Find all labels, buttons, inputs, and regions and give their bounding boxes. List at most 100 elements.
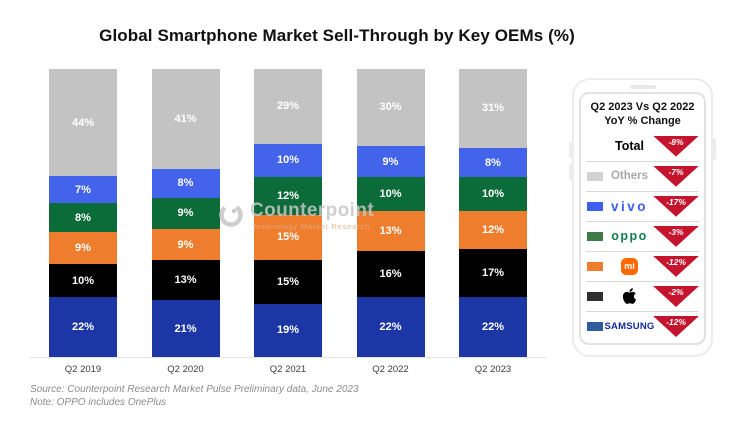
bar-segment-apple: 16%	[356, 250, 425, 298]
bar-segment-vivo: 8%	[151, 168, 220, 198]
stacked-bar: 22% 17% 12% 10% 8% 31%	[459, 69, 527, 357]
bar-segment-apple: 13%	[151, 260, 220, 301]
phone-volume-button	[569, 164, 572, 180]
yoy-decline-triangle-icon: -8%	[653, 135, 699, 157]
yoy-value-xiaomi: -12%	[666, 256, 686, 267]
bar-segment-vivo: 9%	[356, 145, 425, 178]
yoy-decline-triangle-icon: -7%	[653, 165, 699, 187]
yoy-value-others: -7%	[668, 166, 684, 177]
legend-header-line1: Q2 2023 Vs Q2 2022	[590, 101, 695, 113]
bar-segment-value: 9%	[177, 207, 194, 220]
stacked-bar: 19% 15% 15% 12% 10% 29%	[254, 68, 322, 357]
yoy-decline-triangle-icon: -3%	[653, 225, 699, 247]
bar-segment-samsung: 22%	[49, 297, 117, 357]
legend-row-others: Others -7%	[586, 160, 699, 191]
bar-segment-value: 12%	[276, 190, 300, 203]
legend-label-others: Others	[610, 170, 649, 183]
yoy-value-vivo: -17%	[666, 196, 686, 207]
bar-segment-value: 13%	[379, 224, 402, 237]
legend-row-total: Total -8%	[586, 132, 699, 161]
oppo-note: Note: OPPO includes OnePlus	[30, 397, 167, 408]
bar-segment-oppo: 10%	[356, 177, 425, 211]
bar-segment-others: 31%	[459, 69, 527, 148]
bar-segment-value: 9%	[75, 242, 91, 255]
bar-segment-vivo: 10%	[254, 143, 322, 178]
bar-segment-others: 29%	[254, 68, 322, 144]
phone-speaker	[629, 85, 656, 89]
bar-segment-value: 22%	[481, 321, 505, 334]
bar-segment-value: 21%	[174, 322, 197, 335]
bar-segment-vivo: 8%	[459, 147, 527, 178]
yoy-decline-triangle-icon: -12%	[653, 316, 699, 337]
bar-segment-value: 8%	[75, 211, 91, 224]
bar-column: 22% 17% 12% 10% 8% 31% Q2 2023	[459, 69, 527, 375]
xiaomi-color-swatch	[587, 261, 603, 271]
bar-segment-xiaomi: 15%	[254, 215, 322, 260]
yoy-legend-inner-panel: Q2 2023 Vs Q2 2022 YoY % Change Total -8…	[579, 92, 706, 345]
source-note: Source: Counterpoint Research Market Pul…	[30, 384, 359, 395]
stacked-bar: 21% 13% 9% 9% 8% 41%	[151, 69, 220, 357]
apple-logo-icon	[622, 287, 637, 305]
x-axis-label: Q2 2021	[269, 364, 307, 375]
bar-segment-samsung: 19%	[254, 303, 322, 357]
bar-column: 21% 13% 9% 9% 8% 41% Q2 2020	[151, 69, 220, 375]
bar-segment-value: 15%	[276, 275, 300, 288]
legend-swatch-spacer	[587, 142, 603, 151]
bar-segment-others: 41%	[151, 69, 220, 169]
stacked-bar: 22% 16% 13% 10% 9% 30%	[356, 69, 425, 357]
yoy-value-samsung: -12%	[666, 317, 686, 327]
yoy-decline-triangle-icon: -2%	[653, 285, 699, 307]
bar-segment-value: 8%	[177, 177, 194, 190]
bar-segment-value: 16%	[379, 268, 402, 281]
bar-segment-value: 30%	[379, 101, 402, 114]
stacked-bar-chart: 22% 10% 9% 8% 7% 44% Q2 2019 21% 13% 9% 9% 8% 41% Q2 …	[49, 68, 527, 375]
yoy-value-oppo: -3%	[668, 226, 684, 237]
bar-segment-xiaomi: 9%	[49, 232, 117, 264]
bar-segment-samsung: 22%	[459, 297, 527, 357]
x-axis-label: Q2 2020	[167, 364, 204, 375]
legend-row-vivo: vivo -17%	[586, 190, 699, 221]
legend-header-line2: YoY % Change	[604, 115, 681, 128]
yoy-value-apple: -2%	[668, 286, 684, 297]
bar-segment-others: 30%	[356, 69, 425, 146]
bar-segment-value: 29%	[276, 100, 300, 113]
yoy-decline-triangle-icon: -12%	[653, 255, 699, 277]
bar-segment-value: 10%	[481, 188, 505, 201]
bar-segment-others: 44%	[49, 69, 117, 177]
bar-segment-value: 41%	[174, 112, 197, 125]
samsung-color-swatch	[587, 322, 603, 331]
bar-segment-oppo: 8%	[49, 203, 117, 233]
yoy-value-total: -8%	[668, 136, 684, 147]
legend-label-total: Total	[615, 139, 644, 154]
legend-row-apple: -2%	[586, 280, 699, 311]
x-axis-label: Q2 2023	[474, 364, 512, 375]
samsung-logo: SAMSUNG	[604, 321, 655, 332]
bar-segment-value: 22%	[71, 321, 95, 334]
bar-segment-value: 10%	[276, 154, 300, 167]
legend-row-samsung: SAMSUNG -12%	[586, 310, 699, 341]
stacked-bar: 22% 10% 9% 8% 7% 44%	[49, 69, 117, 357]
bar-segment-apple: 10%	[49, 263, 117, 298]
chart-title: Global Smartphone Market Sell-Through by…	[99, 26, 575, 45]
bar-segment-vivo: 7%	[49, 176, 117, 204]
bar-segment-oppo: 12%	[254, 177, 322, 216]
bar-segment-value: 8%	[485, 156, 501, 169]
yoy-legend-panel: Q2 2023 Vs Q2 2022 YoY % Change Total -8…	[569, 78, 716, 357]
oppo-logo: oppo	[611, 229, 648, 244]
footer-notes: Source: Counterpoint Research Market Pul…	[30, 383, 359, 409]
bar-segment-xiaomi: 13%	[356, 210, 425, 251]
bar-segment-xiaomi: 9%	[151, 229, 220, 261]
bar-segment-value: 9%	[177, 238, 194, 251]
bar-segment-value: 10%	[379, 188, 402, 201]
bar-column: 22% 10% 9% 8% 7% 44% Q2 2019	[49, 69, 117, 375]
bar-segment-oppo: 9%	[151, 197, 220, 230]
bar-segment-value: 13%	[174, 274, 197, 287]
phone-volume-button	[569, 142, 572, 158]
bar-segment-apple: 15%	[254, 259, 322, 304]
bar-segment-value: 31%	[481, 102, 505, 115]
bar-segment-apple: 17%	[459, 248, 527, 298]
bar-segment-xiaomi: 12%	[459, 210, 527, 249]
bar-segment-value: 10%	[71, 274, 95, 287]
bar-segment-value: 22%	[379, 321, 402, 334]
